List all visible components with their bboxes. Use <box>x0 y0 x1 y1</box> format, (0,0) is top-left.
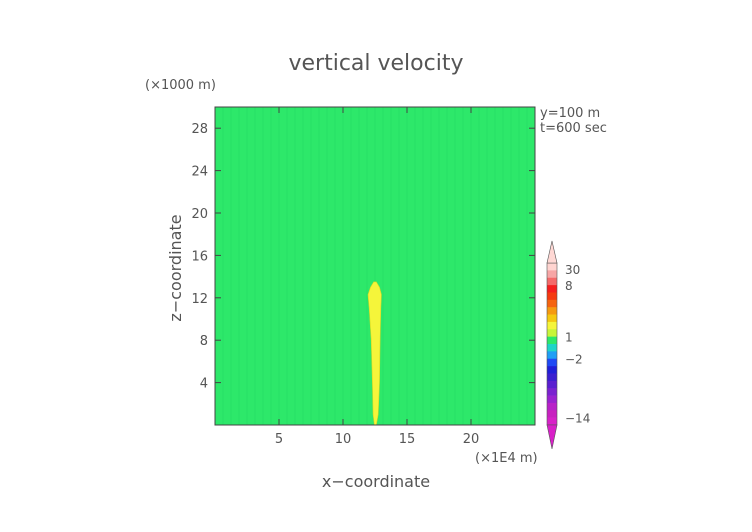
colorbar: 30 8 1 −2 −14 <box>546 240 590 450</box>
x-axis-unit: (×1E4 m) <box>475 451 538 466</box>
colorbar-band <box>547 270 557 279</box>
y-tick-label: 8 <box>200 334 208 349</box>
x-tick-label: 10 <box>335 432 352 447</box>
colorbar-band <box>547 299 557 308</box>
plot-area <box>215 107 535 426</box>
colorbar-top-arrow <box>546 240 558 264</box>
colorbar-band <box>547 321 557 330</box>
colorbar-band <box>547 410 557 418</box>
y-tick-label: 28 <box>191 122 208 137</box>
colorbar-band <box>547 344 557 352</box>
colorbar-band <box>547 373 557 382</box>
colorbar-band <box>547 366 557 374</box>
colorbar-label: −2 <box>565 353 583 367</box>
y-tick-label: 16 <box>191 249 208 264</box>
colorbar-band <box>547 307 557 315</box>
x-axis-label: x−coordinate <box>322 472 430 491</box>
y-axis-unit: (×1000 m) <box>145 78 216 93</box>
plot-frame <box>214 106 536 426</box>
chart-title: vertical velocity <box>288 51 463 76</box>
colorbar-band <box>547 285 557 293</box>
y-axis-label: z−coordinate <box>166 214 185 321</box>
colorbar-band <box>547 277 557 286</box>
colorbar-label: 1 <box>565 331 573 345</box>
colorbar-band <box>547 314 557 323</box>
y-tick-label: 24 <box>191 165 208 180</box>
colorbar-bottom-arrow <box>546 424 558 450</box>
annotation-y: y=100 m <box>540 106 600 121</box>
colorbar-label: −14 <box>565 412 590 426</box>
updraft-plume <box>367 281 382 426</box>
colorbar-band <box>547 417 557 426</box>
colorbar-band <box>547 263 557 271</box>
colorbar-band <box>547 351 557 360</box>
colorbar-band <box>547 395 557 404</box>
colorbar-band <box>547 380 557 389</box>
y-tick-label: 12 <box>191 292 208 307</box>
colorbar-band <box>547 388 557 396</box>
colorbar-band <box>547 292 557 301</box>
annotation-t: t=600 sec <box>540 121 607 136</box>
y-tick-label: 20 <box>191 207 208 222</box>
y-tick-label: 4 <box>200 377 208 392</box>
x-tick-label: 5 <box>275 432 283 447</box>
colorbar-band <box>547 329 557 337</box>
colorbar-band <box>547 402 557 411</box>
colorbar-band <box>547 358 557 367</box>
colorbar-label: 30 <box>565 263 580 277</box>
colorbar-band <box>547 336 557 345</box>
axes: 5 10 15 20 4 8 12 16 20 24 28 <box>191 106 536 447</box>
x-tick-label: 15 <box>399 432 416 447</box>
x-tick-label: 20 <box>463 432 480 447</box>
colorbar-label: 8 <box>565 279 573 293</box>
